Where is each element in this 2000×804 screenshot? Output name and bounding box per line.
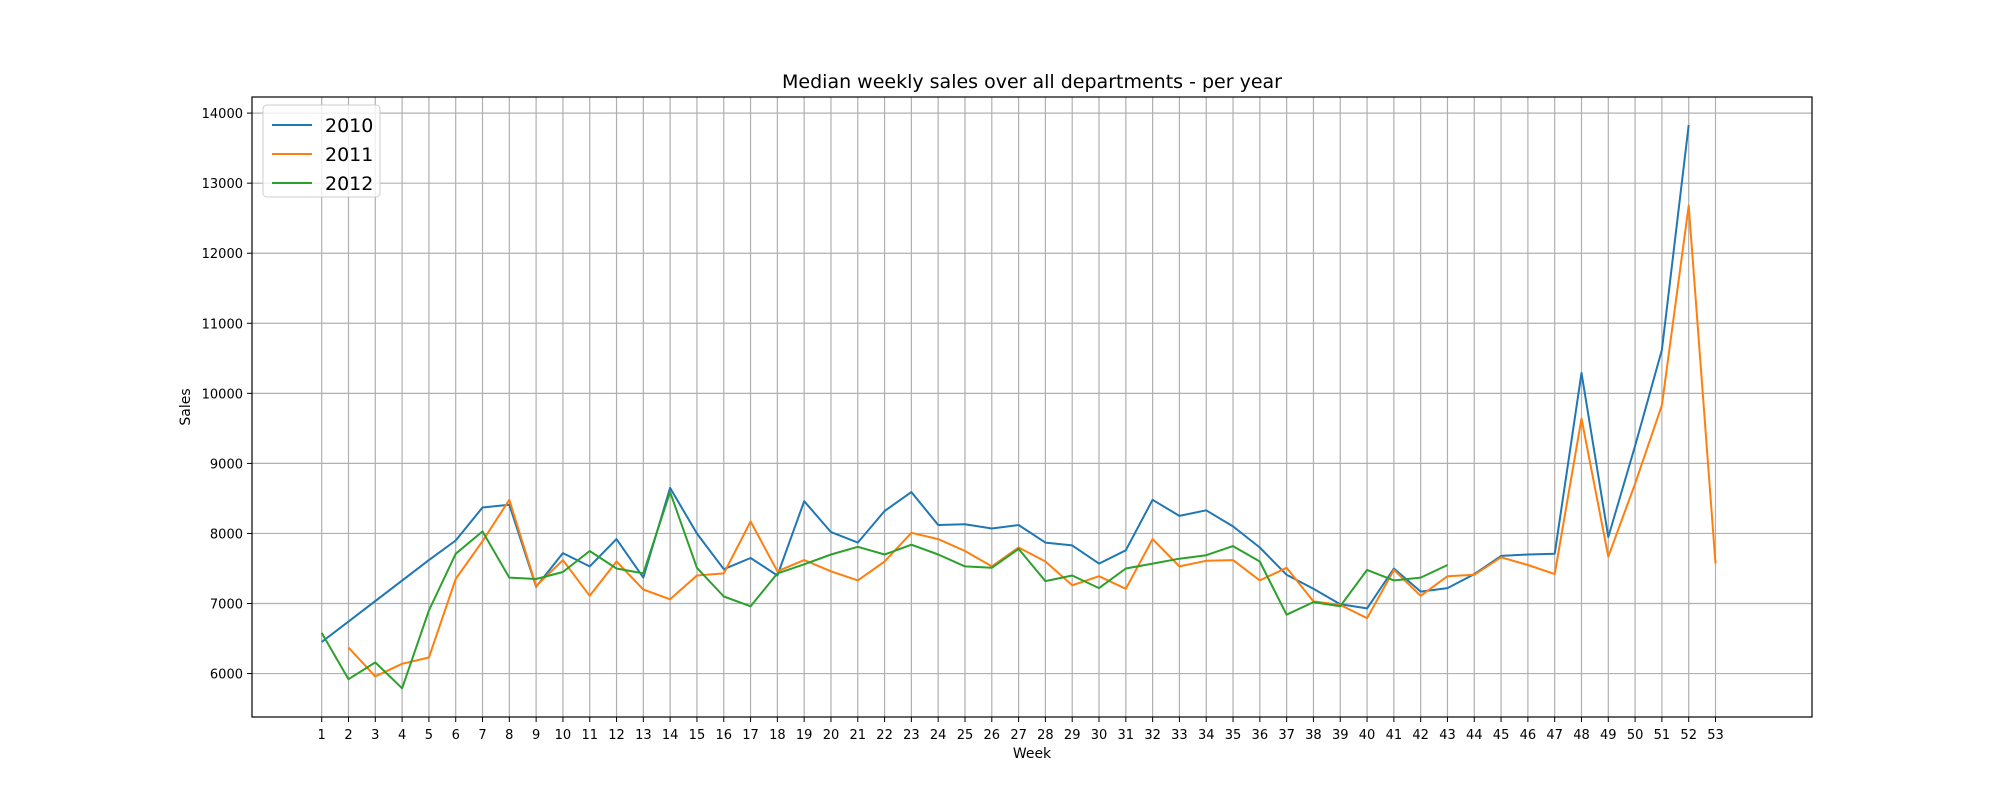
x-tick-label: 26 [984, 728, 1001, 743]
x-tick-label: 28 [1037, 728, 1054, 743]
x-tick-label: 53 [1707, 728, 1724, 743]
x-tick-label: 29 [1064, 728, 1081, 743]
x-tick-label: 1 [318, 728, 326, 743]
y-tick-label: 11000 [202, 317, 243, 332]
x-tick-label: 11 [581, 728, 598, 743]
x-tick-label: 27 [1010, 728, 1027, 743]
x-tick-label: 42 [1412, 728, 1429, 743]
x-tick-label: 37 [1278, 728, 1295, 743]
legend-label-2010: 2010 [325, 115, 373, 137]
x-tick-label: 47 [1546, 728, 1563, 743]
axes [247, 96, 1813, 722]
x-tick-label: 10 [555, 728, 572, 743]
x-tick-label: 8 [505, 728, 513, 743]
x-tick-label: 6 [452, 728, 460, 743]
x-tick-label: 19 [796, 728, 813, 743]
y-tick-label: 10000 [202, 387, 243, 402]
legend-label-2011: 2011 [325, 144, 373, 166]
x-tick-label: 4 [398, 728, 406, 743]
x-tick-label: 35 [1225, 728, 1242, 743]
x-tick-label: 20 [823, 728, 840, 743]
x-tick-label: 40 [1359, 728, 1376, 743]
y-tick-label: 7000 [210, 598, 243, 613]
x-tick-label: 7 [478, 728, 486, 743]
x-tick-label: 48 [1573, 728, 1590, 743]
y-tick-label: 14000 [202, 107, 243, 122]
x-tick-label: 44 [1466, 728, 1483, 743]
grid-lines [252, 97, 1812, 717]
x-tick-label: 31 [1118, 728, 1135, 743]
x-tick-label: 41 [1386, 728, 1403, 743]
x-tick-label: 36 [1252, 728, 1269, 743]
x-tick-label: 51 [1654, 728, 1671, 743]
y-tick-label: 8000 [210, 527, 243, 542]
x-tick-label: 5 [425, 728, 433, 743]
x-tick-label: 12 [608, 728, 625, 743]
x-tick-label: 38 [1305, 728, 1322, 743]
x-axis-title: Week [1013, 746, 1052, 762]
plot-frame [251, 96, 1813, 718]
series-line-2010 [321, 124, 1690, 643]
x-tick-label: 18 [769, 728, 786, 743]
series-line-2012 [320, 491, 1448, 690]
x-tick-label: 14 [662, 728, 679, 743]
chart-title: Median weekly sales over all departments… [782, 71, 1282, 93]
x-tick-label: 32 [1144, 728, 1161, 743]
x-tick-label: 33 [1171, 728, 1188, 743]
series-line-2011 [347, 204, 1717, 678]
y-tick-label: 12000 [202, 247, 243, 262]
x-tick-label: 24 [930, 728, 947, 743]
x-tick-label: 17 [742, 728, 759, 743]
x-tick-label: 50 [1627, 728, 1644, 743]
x-tick-label: 52 [1680, 728, 1697, 743]
x-tick-label: 46 [1520, 728, 1537, 743]
x-tick-label: 49 [1600, 728, 1617, 743]
x-tick-label: 23 [903, 728, 920, 743]
x-tick-label: 45 [1493, 728, 1510, 743]
y-axis-title: Sales [178, 388, 194, 425]
legend: 2010 2011 2012 [262, 104, 381, 198]
x-tick-label: 21 [849, 728, 866, 743]
x-tick-label: 43 [1439, 728, 1456, 743]
legend-box [262, 104, 381, 198]
y-tick-label: 13000 [202, 177, 243, 192]
y-tick-label: 6000 [210, 668, 243, 683]
x-tick-label: 16 [715, 728, 732, 743]
x-tick-label: 13 [635, 728, 652, 743]
tick-labels: 1 2 3 4 5 6 7 8 9 10 11 12 13 14 15 16 17 18 19 20 21 22 23 24 2… [202, 107, 1724, 743]
x-tick-label: 9 [532, 728, 540, 743]
x-tick-label: 15 [689, 728, 706, 743]
x-tick-label: 22 [876, 728, 893, 743]
x-tick-label: 34 [1198, 728, 1215, 743]
x-tick-label: 3 [371, 728, 379, 743]
y-tick-label: 9000 [210, 457, 243, 472]
legend-label-2012: 2012 [325, 173, 373, 195]
x-tick-label: 2 [344, 728, 352, 743]
x-tick-label: 39 [1332, 728, 1349, 743]
x-tick-label: 25 [957, 728, 974, 743]
x-tick-label: 30 [1091, 728, 1108, 743]
series-lines [320, 124, 1717, 690]
